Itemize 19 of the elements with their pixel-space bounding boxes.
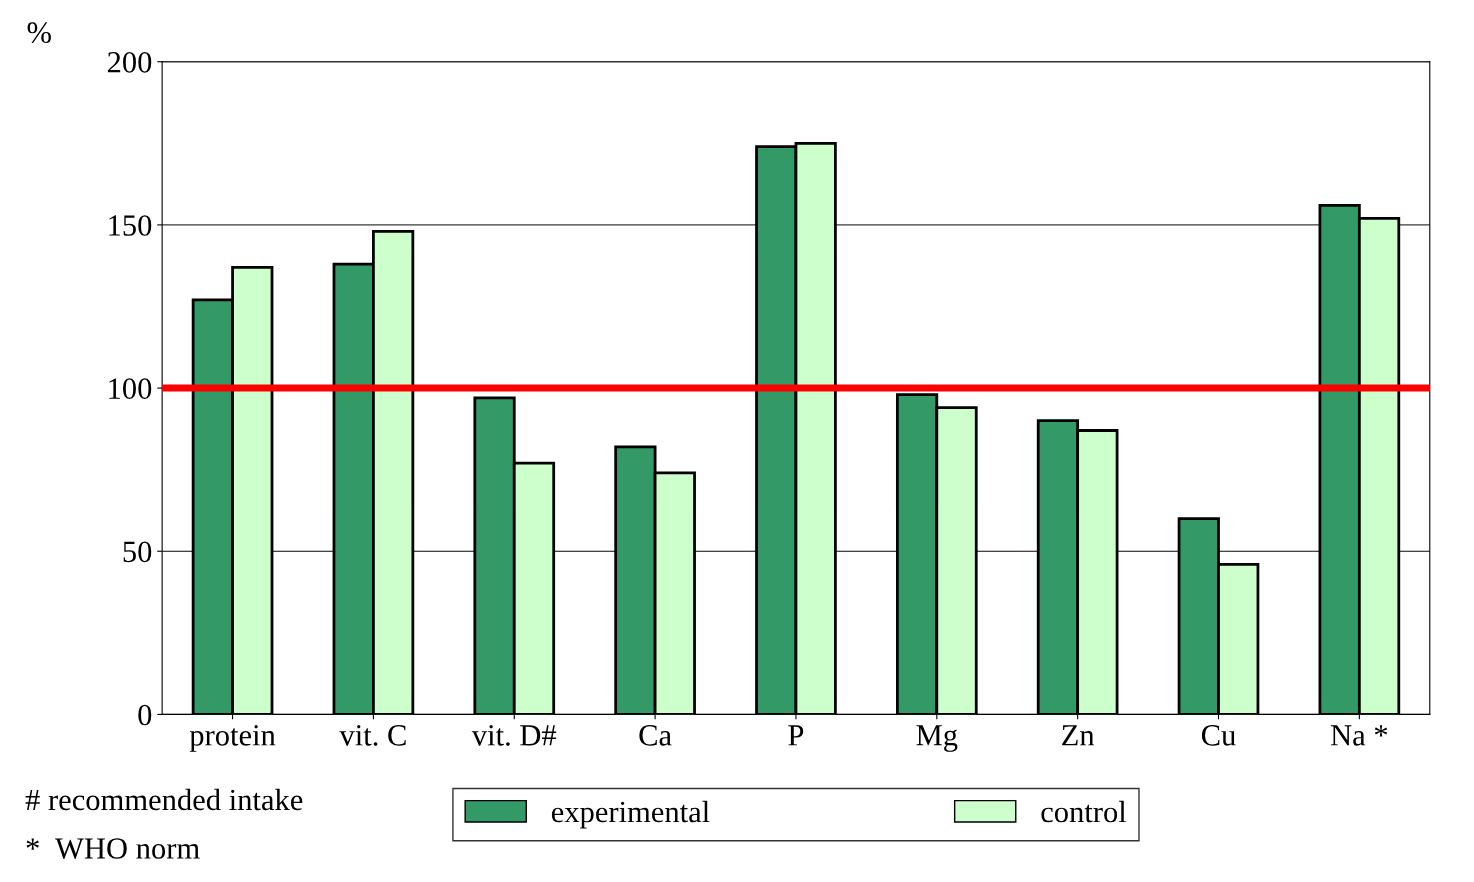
x-tick-label: Na * bbox=[1330, 725, 1388, 746]
y-tick-label: 100 bbox=[109, 378, 152, 399]
y-axis-title: % bbox=[27, 22, 51, 44]
y-tick-label: 150 bbox=[109, 215, 152, 236]
x-tick-label: Zn bbox=[1062, 725, 1095, 746]
x-tick-label: Ca bbox=[639, 725, 672, 746]
x-tick-label: Cu bbox=[1201, 725, 1236, 746]
legend-label: experimental bbox=[551, 800, 710, 829]
y-tick-label: 50 bbox=[123, 541, 152, 563]
text: # recommended intake bbox=[25, 788, 303, 811]
text: * WHO norm bbox=[26, 838, 200, 859]
x-tick-label: protein bbox=[189, 725, 276, 752]
legend-label: control bbox=[1041, 800, 1127, 823]
x-tick-label: vit. D# bbox=[471, 725, 557, 746]
x-tick-label: Mg bbox=[916, 725, 958, 752]
x-tick-label: vit. C bbox=[339, 725, 406, 746]
y-tick-label: 0 bbox=[138, 704, 152, 726]
x-tick-label: P bbox=[788, 725, 804, 746]
y-tick-label: 200 bbox=[107, 52, 152, 73]
